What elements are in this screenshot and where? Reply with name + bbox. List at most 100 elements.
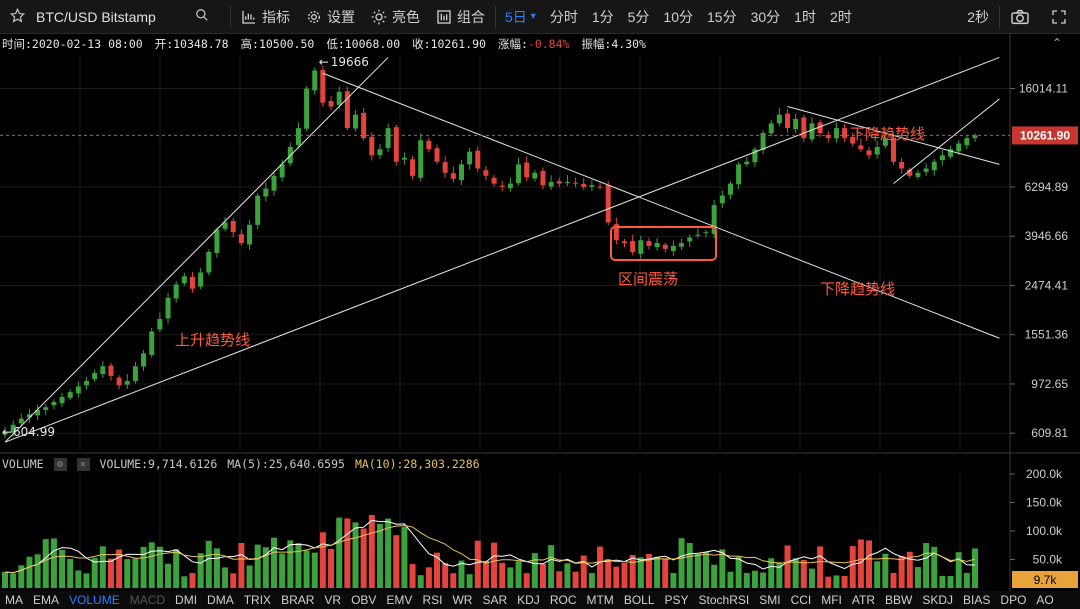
volume-bar xyxy=(311,552,318,588)
candle-body xyxy=(817,122,823,134)
indicator-bias[interactable]: BIAS xyxy=(963,593,991,607)
volume-bar xyxy=(825,576,832,588)
volume-tick-label: 50.0k xyxy=(1033,553,1063,567)
candle-body xyxy=(418,140,424,178)
refresh-interval[interactable]: 2秒 xyxy=(959,0,997,34)
volume-bar xyxy=(939,575,946,588)
volume-tick-label: 100.0k xyxy=(1026,524,1063,538)
candle-body xyxy=(18,418,24,424)
timeframe-10m[interactable]: 10分 xyxy=(656,0,700,34)
timeframe-intraday[interactable]: 分时 xyxy=(543,0,585,34)
timeframe-1h[interactable]: 1时 xyxy=(787,0,823,34)
timeframe-15m[interactable]: 15分 xyxy=(700,0,744,34)
timeframe-1m[interactable]: 1分 xyxy=(585,0,621,34)
candle-body xyxy=(181,276,187,284)
search-icon[interactable] xyxy=(195,8,220,25)
indicators-button[interactable]: 指标 xyxy=(233,0,298,34)
top-toolbar: BTC/USD Bitstamp 指标 设置 亮色 组合 5日 ▾ 分时 1分 5… xyxy=(0,0,1080,34)
settings-button[interactable]: 设置 xyxy=(298,0,363,34)
volume-bar xyxy=(344,518,351,588)
volume-bar xyxy=(205,540,212,588)
indicator-mtm[interactable]: MTM xyxy=(586,593,614,607)
volume-bar xyxy=(434,552,441,588)
volume-bar xyxy=(466,574,473,588)
indicator-rsi[interactable]: RSI xyxy=(422,593,443,607)
candle-body xyxy=(605,185,611,223)
candle-body xyxy=(825,134,831,139)
indicator-roc[interactable]: ROC xyxy=(549,593,577,607)
indicator-ao[interactable]: AO xyxy=(1036,593,1054,607)
indicator-dmi[interactable]: DMI xyxy=(175,593,198,607)
indicator-atr[interactable]: ATR xyxy=(851,593,876,607)
candle-body xyxy=(736,164,742,185)
candle-body xyxy=(75,386,81,394)
timeframe-30m[interactable]: 30分 xyxy=(744,0,788,34)
indicator-kdj[interactable]: KDJ xyxy=(517,593,540,607)
theme-toggle-button[interactable]: 亮色 xyxy=(363,0,428,34)
indicator-ema[interactable]: EMA xyxy=(33,593,60,607)
candle-body xyxy=(524,162,530,178)
volume-bar xyxy=(197,553,204,588)
volume-ma5: MA(5):25,640.6595 xyxy=(227,457,345,471)
indicator-vr[interactable]: VR xyxy=(324,593,342,607)
candle-body xyxy=(434,148,440,162)
volume-bar xyxy=(295,543,302,588)
info-change: 涨幅:-0.84% xyxy=(498,36,569,54)
volume-label: VOLUME xyxy=(2,457,44,471)
toolbar-divider xyxy=(999,6,1000,28)
candle-body xyxy=(744,161,750,165)
info-time: 时间:2020-02-13 08:00 xyxy=(2,37,143,51)
fullscreen-icon[interactable] xyxy=(1043,0,1080,34)
indicator-dma[interactable]: DMA xyxy=(207,593,234,607)
volume-close-icon[interactable]: ✕ xyxy=(76,457,90,471)
timeframe-2h[interactable]: 2时 xyxy=(823,0,859,34)
indicator-smi[interactable]: SMI xyxy=(759,593,781,607)
range-box xyxy=(610,226,717,261)
volume-bar xyxy=(83,573,90,588)
current-price-badge xyxy=(1012,126,1078,145)
timeframe-5d[interactable]: 5日 ▾ xyxy=(498,0,543,34)
toolbar-right: 2秒 xyxy=(959,0,1080,34)
indicator-dpo[interactable]: DPO xyxy=(1000,593,1027,607)
indicator-bbw[interactable]: BBW xyxy=(885,593,913,607)
candle-body xyxy=(516,164,522,184)
candle-body xyxy=(858,145,864,150)
candle-body xyxy=(173,284,179,299)
indicator-mfi[interactable]: MFI xyxy=(821,593,842,607)
volume-bar xyxy=(376,523,383,588)
indicator-wr[interactable]: WR xyxy=(452,593,473,607)
indicator-boll[interactable]: BOLL xyxy=(623,593,655,607)
volume-bar xyxy=(760,572,767,588)
candle-body xyxy=(238,234,244,244)
indicator-trix[interactable]: TRIX xyxy=(243,593,272,607)
indicator-brar[interactable]: BRAR xyxy=(281,593,315,607)
symbol-selector[interactable]: BTC/USD Bitstamp xyxy=(0,0,228,34)
volume-bar xyxy=(654,556,661,588)
indicator-skdj[interactable]: SKDJ xyxy=(922,593,954,607)
indicator-stochrsi[interactable]: StochRSI xyxy=(698,593,750,607)
indicator-macd[interactable]: MACD xyxy=(129,593,166,607)
volume-bar xyxy=(963,572,970,588)
indicator-obv[interactable]: OBV xyxy=(351,593,377,607)
volume-bar xyxy=(548,545,555,588)
indicator-emv[interactable]: EMV xyxy=(386,593,413,607)
indicator-cci[interactable]: CCI xyxy=(790,593,812,607)
candle-body xyxy=(768,123,774,134)
combo-button[interactable]: 组合 xyxy=(428,0,493,34)
candle-body xyxy=(165,297,171,319)
volume-bar xyxy=(124,559,131,588)
candle-body xyxy=(92,372,98,380)
camera-icon[interactable] xyxy=(1002,0,1043,34)
volume-bar xyxy=(230,573,237,588)
chevron-up-icon[interactable]: ⌃ xyxy=(1051,36,1062,50)
candle-body xyxy=(198,272,204,287)
timeframe-5m[interactable]: 5分 xyxy=(621,0,657,34)
star-icon[interactable] xyxy=(9,7,30,26)
indicator-volume[interactable]: VOLUME xyxy=(69,593,120,607)
volume-bar xyxy=(637,557,644,588)
indicator-sar[interactable]: SAR xyxy=(482,593,508,607)
indicator-psy[interactable]: PSY xyxy=(664,593,689,607)
indicator-ma[interactable]: MA xyxy=(5,593,23,607)
volume-settings-icon[interactable]: ⚙ xyxy=(53,457,67,471)
